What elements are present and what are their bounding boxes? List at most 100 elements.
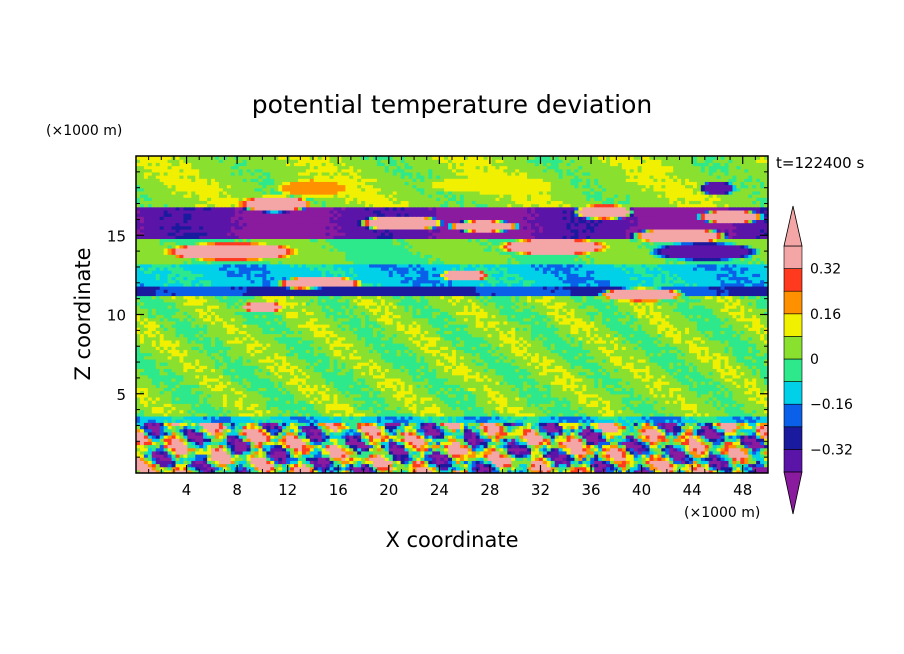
- contour-cell: [424, 419, 429, 423]
- contour-cell: [404, 463, 410, 468]
- contour-cell: [238, 387, 244, 392]
- contour-cell: [301, 428, 307, 433]
- contour-cell: [274, 412, 279, 417]
- contour-cell: [455, 374, 461, 379]
- contour-cell: [147, 374, 153, 379]
- contour-cell: [266, 460, 271, 465]
- contour-cell: [459, 441, 465, 446]
- contour-cell: [692, 463, 698, 468]
- contour-cell: [519, 469, 524, 473]
- contour-cell: [681, 438, 686, 442]
- contour-cell: [234, 419, 240, 423]
- contour-cell: [203, 381, 208, 385]
- contour-cell: [333, 447, 339, 452]
- contour-cell: [420, 460, 425, 465]
- contour-cell: [136, 422, 141, 427]
- contour-cell: [301, 425, 307, 430]
- contour-cell: [716, 422, 722, 427]
- contour-cell: [424, 403, 429, 408]
- contour-cell: [542, 422, 548, 427]
- contour-cell: [412, 444, 418, 449]
- contour-cell: [136, 406, 141, 411]
- contour-cell: [459, 447, 465, 452]
- contour-cell: [681, 381, 686, 385]
- contour-cell: [155, 425, 161, 430]
- contour-cell: [459, 457, 465, 461]
- contour-cell: [685, 460, 690, 465]
- contour-cell: [230, 387, 236, 392]
- contour-cell: [187, 384, 192, 389]
- contour-cell: [479, 409, 485, 414]
- contour-cell: [309, 453, 315, 458]
- contour-cell: [329, 469, 335, 473]
- contour-cell: [641, 441, 647, 446]
- contour-cell: [681, 387, 686, 392]
- contour-cell: [215, 384, 220, 389]
- contour-cell: [475, 422, 481, 427]
- contour-cell: [692, 466, 698, 471]
- contour-cell: [708, 409, 714, 414]
- contour-cell: [246, 460, 252, 465]
- contour-cell: [728, 406, 734, 411]
- contour-cell: [290, 441, 295, 446]
- contour-cell: [301, 450, 307, 455]
- contour-cell: [416, 453, 421, 458]
- contour-cell: [613, 463, 619, 468]
- contour-cell: [594, 400, 599, 404]
- contour-cell: [412, 469, 418, 473]
- contour-cell: [294, 393, 299, 398]
- contour-cell: [376, 377, 382, 382]
- contour-cell: [503, 415, 508, 420]
- contour-cell: [349, 460, 354, 465]
- contour-cell: [641, 403, 647, 408]
- contour-cell: [274, 425, 279, 430]
- contour-cell: [641, 457, 647, 461]
- contour-cell: [685, 403, 690, 408]
- contour-cell: [392, 415, 398, 420]
- contour-cell: [645, 384, 651, 389]
- contour-cell: [467, 412, 473, 417]
- contour-cell: [396, 396, 402, 401]
- contour-cell: [471, 387, 477, 392]
- contour-cell: [258, 381, 263, 385]
- contour-cell: [396, 415, 402, 420]
- contour-cell: [337, 419, 342, 423]
- contour-cell: [764, 400, 768, 404]
- contour-cell: [621, 453, 627, 458]
- contour-cell: [234, 390, 240, 395]
- contour-cell: [669, 381, 674, 385]
- contour-cell: [519, 457, 524, 461]
- contour-cell: [566, 403, 572, 408]
- contour-cell: [748, 441, 753, 446]
- contour-cell: [704, 422, 710, 427]
- contour-cell: [546, 447, 552, 452]
- contour-cell: [369, 412, 374, 417]
- contour-cell: [199, 403, 204, 408]
- contour-cell: [503, 463, 508, 468]
- contour-cell: [357, 431, 362, 436]
- contour-cell: [590, 453, 595, 458]
- contour-cell: [151, 463, 157, 468]
- contour-cell: [179, 393, 184, 398]
- contour-cell: [582, 419, 587, 423]
- contour-cell: [641, 460, 647, 465]
- contour-cell: [562, 422, 568, 427]
- contour-cell: [147, 381, 153, 385]
- contour-cell: [305, 406, 311, 411]
- contour-cell: [467, 428, 473, 433]
- contour-cell: [527, 447, 532, 452]
- contour-cell: [369, 400, 374, 404]
- contour-cell: [594, 415, 599, 420]
- contour-cell: [724, 374, 730, 379]
- contour-cell: [222, 466, 228, 471]
- contour-cell: [700, 384, 706, 389]
- contour-cell: [641, 384, 647, 389]
- contour-cell: [203, 450, 208, 455]
- contour-cell: [586, 425, 591, 430]
- contour-cell: [278, 466, 283, 471]
- contour-cell: [645, 400, 651, 404]
- contour-cell: [661, 441, 666, 446]
- contour-cell: [732, 400, 737, 404]
- contour-cell: [329, 381, 335, 385]
- contour-cell: [266, 441, 271, 446]
